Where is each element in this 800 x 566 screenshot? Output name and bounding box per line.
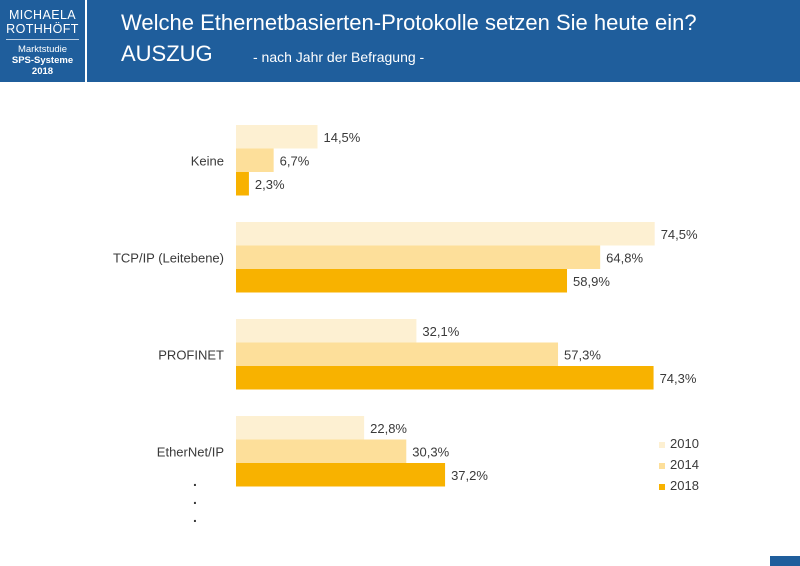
page-title: Welche Ethernetbasierten-Protokolle setz… (121, 10, 697, 35)
continuation-dot: . (193, 491, 197, 507)
bar-2018 (236, 366, 654, 390)
legend-label: 2018 (670, 478, 699, 493)
bar-2014 (236, 245, 601, 269)
logo-study-label: Marktstudie (17, 44, 68, 55)
logo-divider (6, 39, 79, 40)
legend-label: 2010 (670, 436, 699, 451)
legend-swatch (659, 484, 665, 490)
category-label: PROFINET (158, 347, 224, 362)
page-subtitle-note: - nach Jahr der Befragung - (253, 49, 425, 65)
legend-swatch (659, 463, 665, 469)
bar-2014 (236, 148, 274, 172)
data-label: 22,8% (370, 421, 407, 436)
category-label: Keine (191, 153, 224, 168)
footer-accent-bar (770, 556, 800, 566)
data-label: 64,8% (606, 250, 643, 265)
bar-2010 (236, 416, 365, 440)
data-label: 58,9% (573, 274, 610, 289)
category-label: EtherNet/IP (157, 444, 224, 459)
company-logo: MICHAELA ROTHHÖFT Marktstudie SPS-System… (0, 0, 87, 82)
logo-name-line2: ROTHHÖFT (6, 22, 79, 36)
bar-2010 (236, 319, 417, 343)
data-label: 30,3% (412, 444, 449, 459)
bar-2018 (236, 172, 249, 196)
legend-swatch (659, 442, 665, 448)
bar-2018 (236, 269, 568, 293)
category-label: TCP/IP (Leitebene) (113, 250, 224, 265)
bar-2014 (236, 439, 407, 463)
continuation-dot: . (193, 509, 197, 525)
data-label: 74,5% (661, 227, 698, 242)
logo-name-line1: MICHAELA (8, 8, 77, 22)
data-label: 2,3% (255, 177, 285, 192)
data-label: 14,5% (323, 130, 360, 145)
continuation-dot: . (193, 473, 197, 489)
logo-sps-label: SPS-Systeme (11, 55, 74, 66)
data-label: 37,2% (451, 468, 488, 483)
header-bar: MICHAELA ROTHHÖFT Marktstudie SPS-System… (0, 0, 800, 82)
bar-2010 (236, 125, 318, 149)
bar-2010 (236, 222, 655, 246)
bar-chart: 14,5% 6,7% 2,3% Keine 74,5% 64,8% 58,9% TCP/IP … (113, 125, 699, 525)
data-label: 6,7% (280, 153, 310, 168)
bar-2018 (236, 463, 446, 487)
page-subtitle: AUSZUG (121, 41, 213, 66)
data-label: 57,3% (564, 347, 601, 362)
logo-year-label: 2018 (31, 66, 54, 77)
legend-label: 2014 (670, 457, 699, 472)
bar-2014 (236, 342, 559, 366)
data-label: 74,3% (660, 371, 697, 386)
data-label: 32,1% (422, 324, 459, 339)
